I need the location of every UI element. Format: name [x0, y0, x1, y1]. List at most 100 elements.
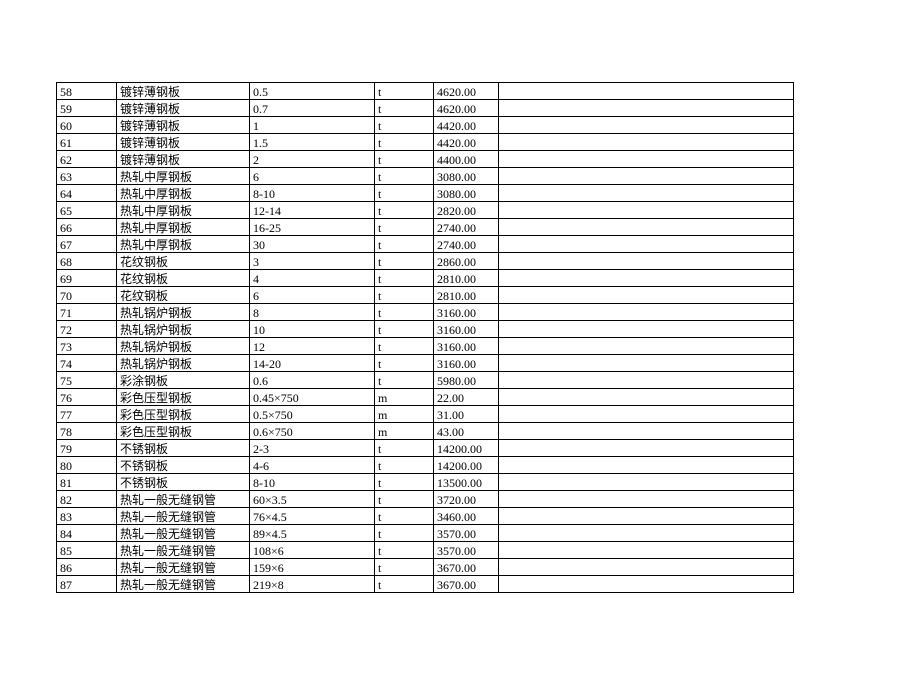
price-cell: 3160.00 [434, 304, 499, 321]
unit-cell: t [375, 270, 434, 287]
remark-cell [499, 185, 794, 202]
table-row: 86热轧一般无缝钢管159×6t3670.00 [57, 559, 794, 576]
unit-cell: t [375, 253, 434, 270]
price-cell: 3460.00 [434, 508, 499, 525]
index-cell: 82 [57, 491, 117, 508]
spec-cell: 76×4.5 [250, 508, 375, 525]
remark-cell [499, 134, 794, 151]
table-row: 79不锈钢板2-3t14200.00 [57, 440, 794, 457]
index-cell: 83 [57, 508, 117, 525]
index-cell: 81 [57, 474, 117, 491]
spec-cell: 10 [250, 321, 375, 338]
table-row: 72热轧锅炉钢板10t3160.00 [57, 321, 794, 338]
remark-cell [499, 508, 794, 525]
table-row: 80不锈钢板4-6t14200.00 [57, 457, 794, 474]
unit-cell: t [375, 457, 434, 474]
unit-cell: t [375, 134, 434, 151]
index-cell: 67 [57, 236, 117, 253]
remark-cell [499, 491, 794, 508]
price-cell: 2820.00 [434, 202, 499, 219]
name-cell: 彩色压型钢板 [117, 423, 250, 440]
name-cell: 彩色压型钢板 [117, 389, 250, 406]
table-row: 70花纹钢板6t2810.00 [57, 287, 794, 304]
price-cell: 3670.00 [434, 559, 499, 576]
spec-cell: 1 [250, 117, 375, 134]
remark-cell [499, 559, 794, 576]
spec-cell: 12 [250, 338, 375, 355]
table-row: 58镀锌薄钢板0.5t4620.00 [57, 83, 794, 100]
remark-cell [499, 202, 794, 219]
remark-cell [499, 474, 794, 491]
remark-cell [499, 270, 794, 287]
unit-cell: t [375, 185, 434, 202]
unit-cell: t [375, 559, 434, 576]
price-cell: 2810.00 [434, 270, 499, 287]
spec-cell: 2 [250, 151, 375, 168]
name-cell: 花纹钢板 [117, 270, 250, 287]
name-cell: 热轧一般无缝钢管 [117, 525, 250, 542]
name-cell: 镀锌薄钢板 [117, 117, 250, 134]
remark-cell [499, 219, 794, 236]
price-cell: 2810.00 [434, 287, 499, 304]
index-cell: 66 [57, 219, 117, 236]
name-cell: 不锈钢板 [117, 474, 250, 491]
remark-cell [499, 83, 794, 100]
spec-cell: 30 [250, 236, 375, 253]
price-cell: 3160.00 [434, 321, 499, 338]
index-cell: 85 [57, 542, 117, 559]
name-cell: 不锈钢板 [117, 440, 250, 457]
index-cell: 68 [57, 253, 117, 270]
index-cell: 65 [57, 202, 117, 219]
price-cell: 14200.00 [434, 440, 499, 457]
price-cell: 3570.00 [434, 542, 499, 559]
price-cell: 4400.00 [434, 151, 499, 168]
name-cell: 热轧中厚钢板 [117, 185, 250, 202]
index-cell: 76 [57, 389, 117, 406]
remark-cell [499, 304, 794, 321]
spec-cell: 14-20 [250, 355, 375, 372]
name-cell: 热轧一般无缝钢管 [117, 491, 250, 508]
table-row: 68花纹钢板3t2860.00 [57, 253, 794, 270]
spec-cell: 6 [250, 168, 375, 185]
name-cell: 热轧锅炉钢板 [117, 321, 250, 338]
unit-cell: m [375, 389, 434, 406]
unit-cell: m [375, 406, 434, 423]
spec-cell: 1.5 [250, 134, 375, 151]
name-cell: 热轧一般无缝钢管 [117, 576, 250, 593]
spec-cell: 159×6 [250, 559, 375, 576]
table-row: 77彩色压型钢板0.5×750m31.00 [57, 406, 794, 423]
remark-cell [499, 100, 794, 117]
name-cell: 彩色压型钢板 [117, 406, 250, 423]
remark-cell [499, 457, 794, 474]
spec-cell: 12-14 [250, 202, 375, 219]
name-cell: 镀锌薄钢板 [117, 151, 250, 168]
table-row: 78彩色压型钢板0.6×750m43.00 [57, 423, 794, 440]
index-cell: 69 [57, 270, 117, 287]
name-cell: 热轧中厚钢板 [117, 168, 250, 185]
remark-cell [499, 321, 794, 338]
unit-cell: t [375, 219, 434, 236]
index-cell: 77 [57, 406, 117, 423]
price-cell: 3160.00 [434, 355, 499, 372]
price-cell: 43.00 [434, 423, 499, 440]
remark-cell [499, 287, 794, 304]
spec-cell: 6 [250, 287, 375, 304]
remark-cell [499, 389, 794, 406]
table-row: 74热轧锅炉钢板14-20t3160.00 [57, 355, 794, 372]
name-cell: 热轧一般无缝钢管 [117, 508, 250, 525]
remark-cell [499, 542, 794, 559]
price-cell: 2740.00 [434, 236, 499, 253]
unit-cell: t [375, 236, 434, 253]
remark-cell [499, 253, 794, 270]
spec-cell: 8 [250, 304, 375, 321]
index-cell: 74 [57, 355, 117, 372]
spec-cell: 4-6 [250, 457, 375, 474]
unit-cell: t [375, 117, 434, 134]
name-cell: 热轧锅炉钢板 [117, 304, 250, 321]
name-cell: 镀锌薄钢板 [117, 83, 250, 100]
index-cell: 59 [57, 100, 117, 117]
remark-cell [499, 525, 794, 542]
index-cell: 62 [57, 151, 117, 168]
price-cell: 3720.00 [434, 491, 499, 508]
table-row: 67热轧中厚钢板30t2740.00 [57, 236, 794, 253]
